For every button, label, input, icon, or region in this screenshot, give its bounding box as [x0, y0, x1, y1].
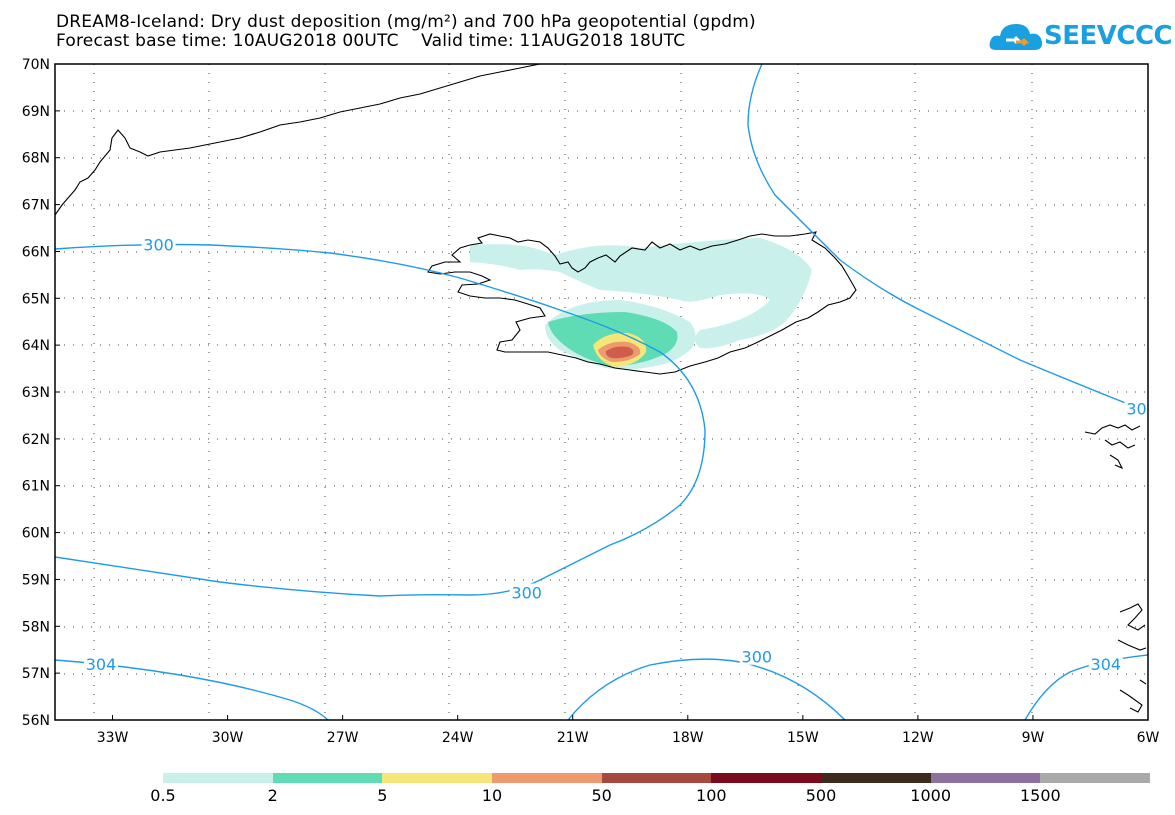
lat-label: 63N	[22, 385, 50, 401]
lat-label: 64N	[22, 338, 50, 354]
lat-label: 61N	[22, 479, 50, 495]
deposition-0.5-2	[470, 238, 812, 349]
lat-label: 59N	[22, 572, 50, 588]
lon-label: 27W	[327, 730, 359, 746]
deposition-50-100	[605, 346, 634, 359]
legend-label: 5	[377, 786, 388, 805]
map-subtitle-times: Forecast base time: 10AUG2018 00UTC Vali…	[56, 31, 686, 51]
lon-label: 33W	[97, 730, 129, 746]
lon-label: 24W	[442, 730, 474, 746]
legend-label: 0.5	[150, 786, 176, 805]
lon-label: 30W	[212, 730, 244, 746]
legend-swatch	[492, 773, 602, 783]
lat-label: 66N	[22, 244, 50, 260]
legend-swatch	[272, 773, 383, 783]
svg-text:300: 300	[511, 584, 542, 603]
lat-label: 56N	[22, 713, 50, 729]
cloud-icon	[989, 24, 1043, 50]
lat-label: 62N	[22, 432, 50, 448]
lon-label: 12W	[902, 730, 934, 746]
lat-label: 69N	[22, 104, 50, 120]
legend-swatch	[1040, 773, 1151, 783]
greenland-coast	[55, 64, 541, 216]
contour-label: 300	[141, 235, 176, 254]
lon-label: 21W	[557, 730, 589, 746]
axis-ticks	[55, 63, 1149, 721]
lat-label: 60N	[22, 526, 50, 542]
map-title: DREAM8-Iceland: Dry dust deposition (mg/…	[56, 12, 756, 32]
lat-label: 70N	[22, 57, 50, 73]
lat-label: 58N	[22, 619, 50, 635]
seevccc-logo: SEEVCCC	[988, 18, 1173, 58]
legend-label: 100	[696, 786, 727, 805]
contour-label: 30	[1124, 399, 1148, 418]
legend-swatch	[163, 773, 273, 783]
geopotential-contours	[55, 64, 1148, 720]
legend-label: 1500	[1019, 786, 1061, 805]
contour-label: 304	[1088, 654, 1123, 674]
lat-label: 65N	[22, 291, 50, 307]
svg-text:300: 300	[742, 648, 773, 667]
contour-label: 300	[739, 647, 774, 667]
legend-label: 50	[591, 786, 612, 805]
legend-label: 1000	[910, 786, 952, 805]
lon-label: 6W	[1137, 730, 1160, 746]
legend-colorbar	[163, 773, 1151, 783]
contour-label: 300	[509, 583, 544, 603]
lon-label: 9W	[1022, 730, 1045, 746]
iceland-coast	[427, 231, 857, 375]
svg-text:304: 304	[86, 655, 117, 674]
lon-label: 18W	[672, 730, 704, 746]
lon-label: 15W	[787, 730, 819, 746]
legend-swatch	[601, 773, 712, 783]
dust-deposition-field	[470, 238, 812, 370]
latitude-labels: 70N 69N 68N 67N 66N 65N 64N 63N 62N 61N 60N 59N 58N 5…	[22, 57, 50, 729]
contour-304-east	[1024, 654, 1148, 720]
lat-label: 57N	[22, 666, 50, 682]
svg-text:304: 304	[1091, 655, 1122, 674]
legend-label: 500	[805, 786, 837, 805]
lat-label: 67N	[22, 198, 50, 214]
contour-label: 304	[84, 654, 119, 674]
svg-text:300: 300	[143, 235, 174, 254]
contour-labels: 300 300 300 304 304 30	[84, 235, 1148, 674]
svg-text:30: 30	[1126, 399, 1146, 418]
contour-300-east	[747, 64, 1148, 413]
faroe-coast	[1084, 424, 1141, 470]
longitude-labels: 33W 30W 27W 24W 21W 18W 15W 12W 9W 6W	[97, 730, 1160, 746]
contour-300-south	[567, 658, 846, 720]
legend-swatch	[930, 773, 1041, 783]
scotland-coast	[1117, 603, 1147, 713]
legend-label: 10	[481, 786, 503, 805]
lat-label: 68N	[22, 151, 50, 167]
contour-300-north	[55, 243, 706, 597]
legend-swatch	[382, 773, 493, 783]
legend-swatch	[821, 773, 931, 783]
legend-label: 2	[267, 786, 278, 805]
coastlines	[55, 64, 1147, 713]
logo-text: SEEVCCC	[1044, 21, 1173, 51]
legend-swatch	[711, 773, 822, 783]
gridlines	[55, 64, 1148, 720]
plot-frame	[54, 63, 1149, 721]
